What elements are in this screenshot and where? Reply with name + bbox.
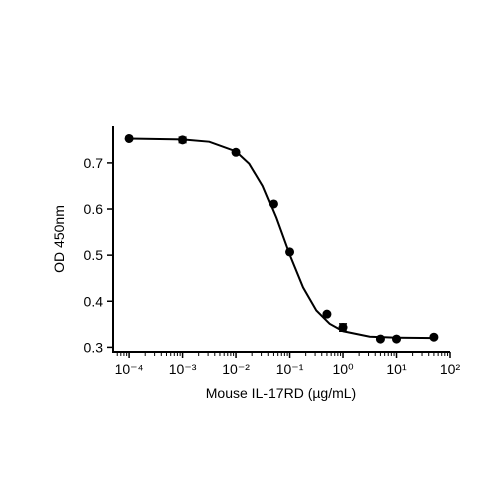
x-tick-label: 10⁻² bbox=[222, 361, 250, 377]
data-point bbox=[392, 334, 402, 344]
x-axis-title: Mouse IL-17RD (µg/mL) bbox=[206, 385, 356, 401]
x-tick-label: 10⁻¹ bbox=[276, 361, 304, 377]
x-tick-label: 10⁰ bbox=[332, 361, 354, 377]
x-tick-label: 10¹ bbox=[386, 361, 407, 377]
x-tick-label: 10² bbox=[440, 361, 461, 377]
y-axis-title: OD 450nm bbox=[51, 205, 67, 273]
fit-curve bbox=[129, 137, 434, 340]
y-tick-label: 0.3 bbox=[84, 339, 104, 355]
y-tick-label: 0.7 bbox=[84, 155, 104, 171]
data-point bbox=[375, 334, 385, 344]
data-point bbox=[322, 309, 332, 319]
x-tick-label: 10⁻⁴ bbox=[115, 361, 144, 377]
y-tick-label: 0.5 bbox=[84, 247, 104, 263]
y-tick-label: 0.4 bbox=[84, 293, 104, 309]
y-tick-label: 0.6 bbox=[84, 201, 104, 217]
x-tick-label: 10⁻³ bbox=[169, 361, 197, 377]
